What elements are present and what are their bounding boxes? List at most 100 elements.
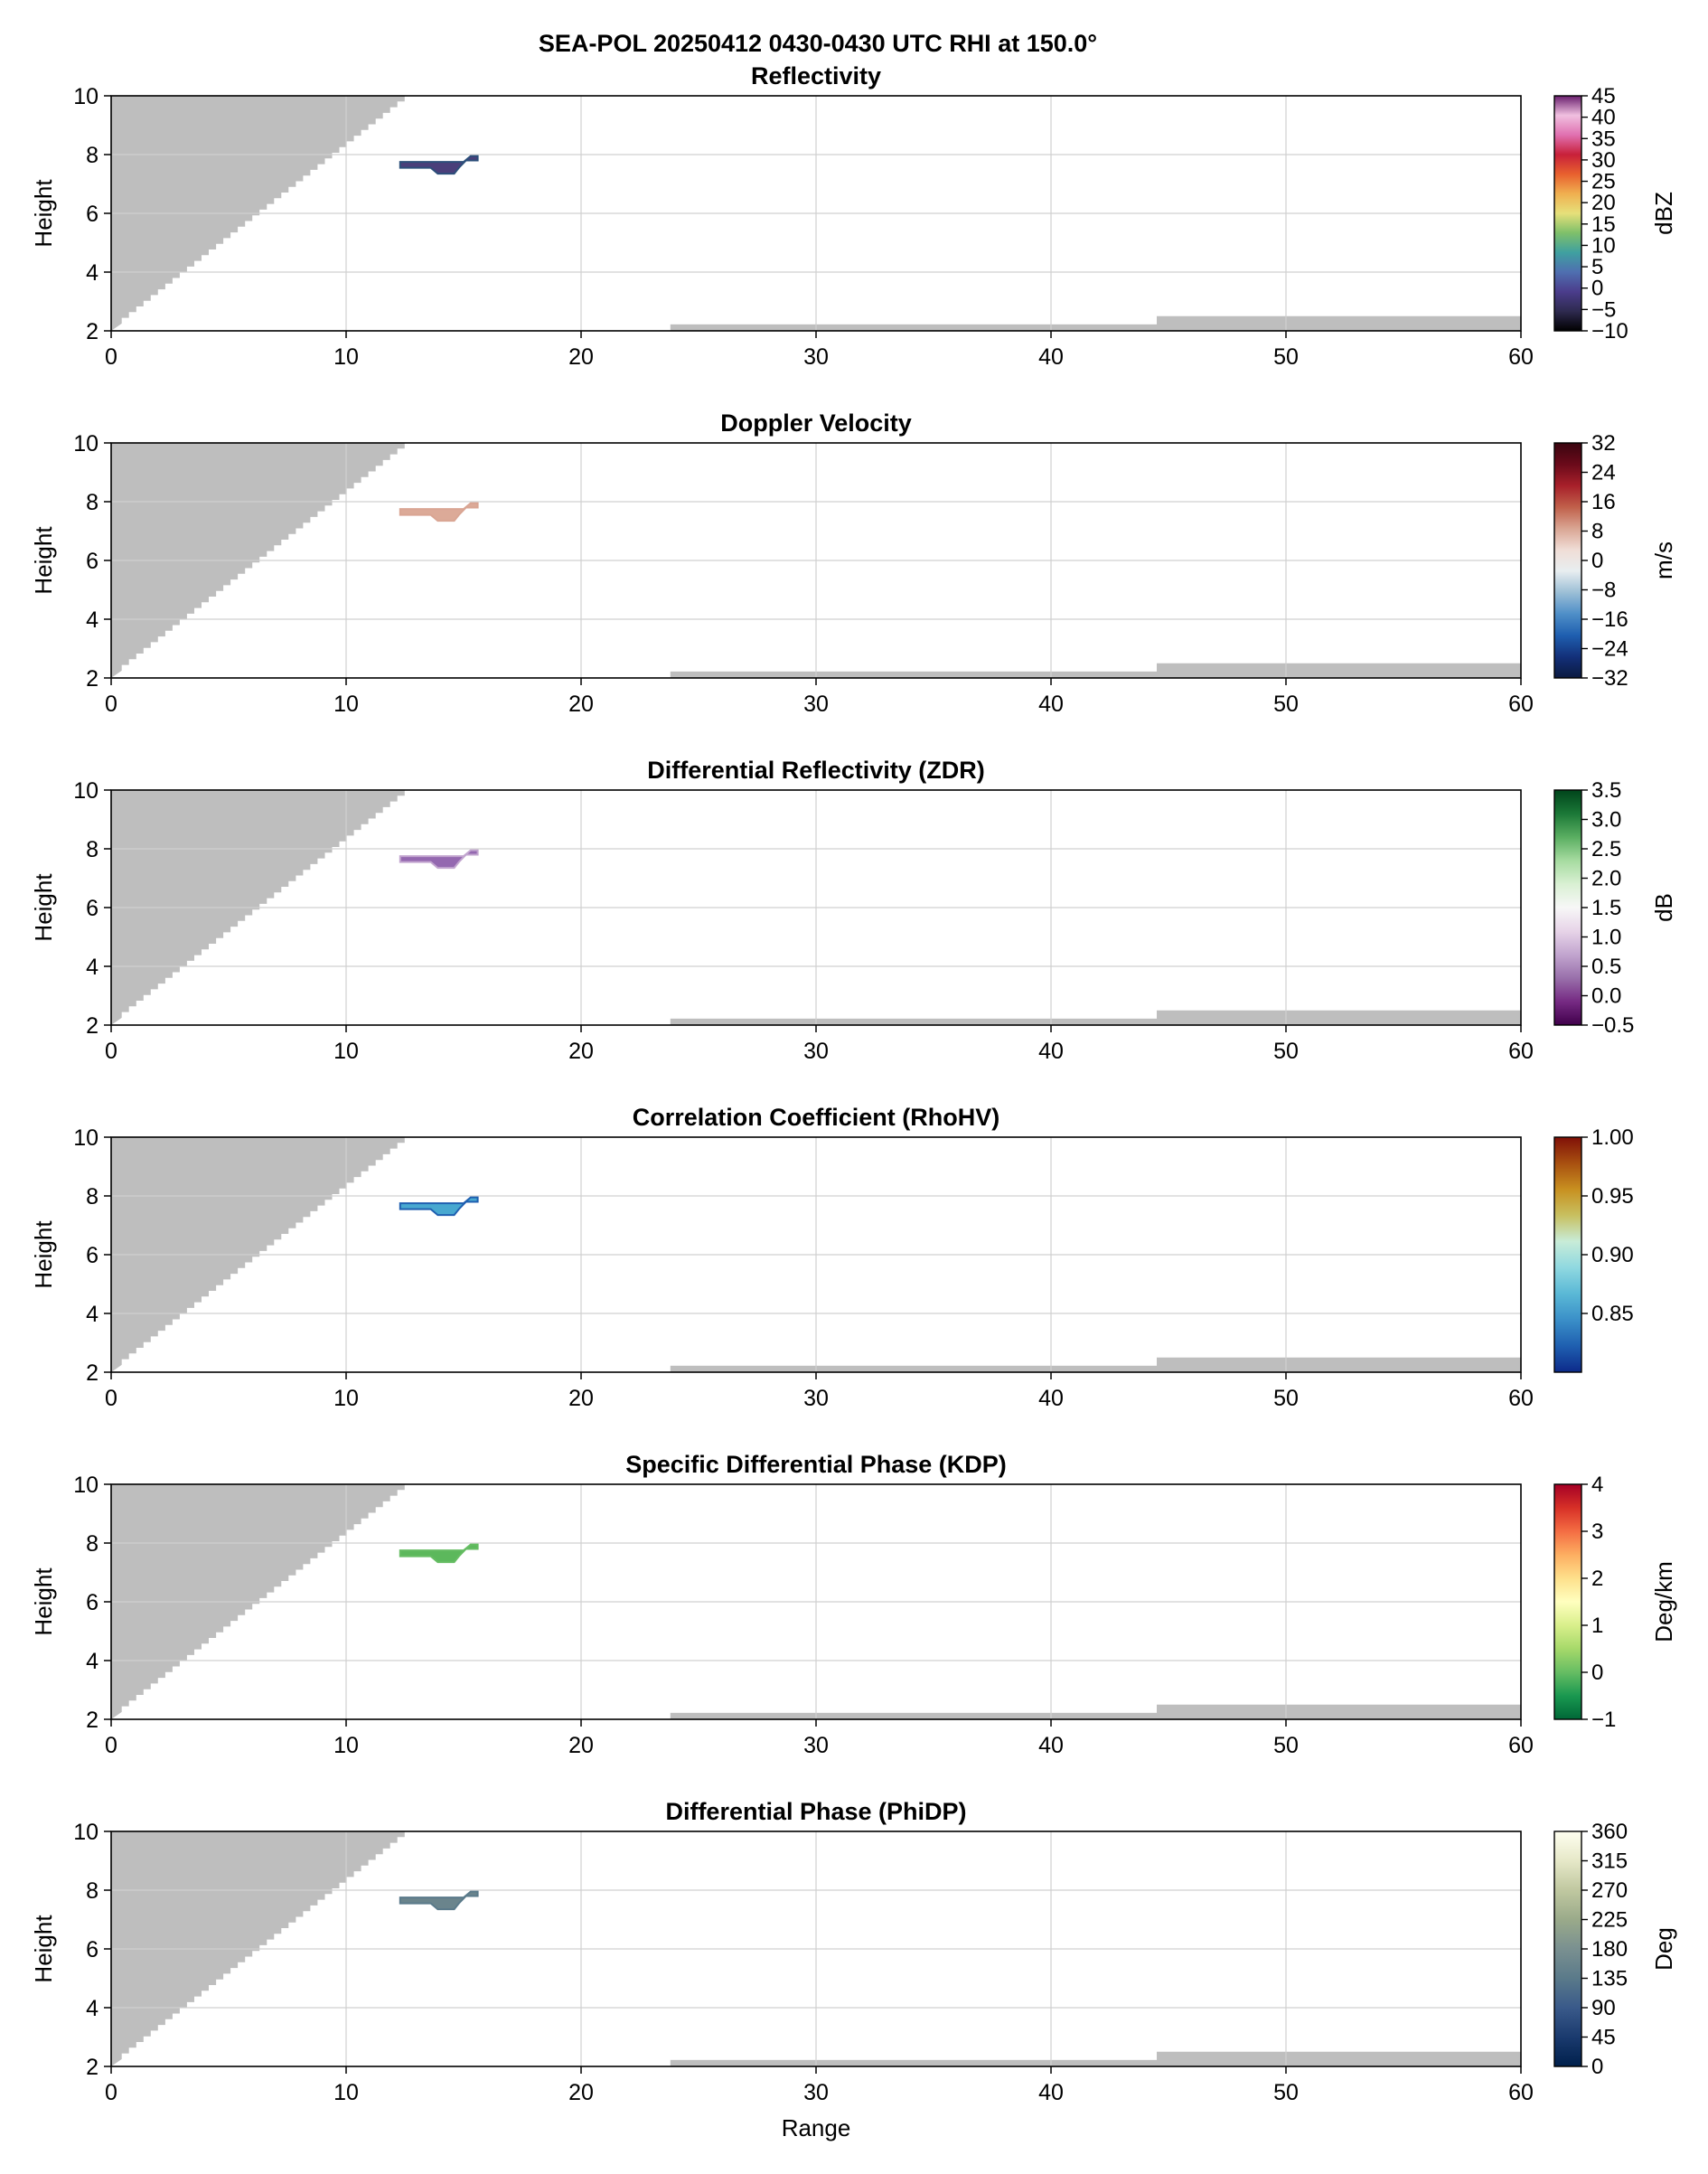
ground-clutter-strip — [670, 2059, 1157, 2066]
colorbar-tick-label: 1.0 — [1591, 926, 1621, 950]
ground-clutter-strip — [1157, 1704, 1521, 1719]
y-tick-label: 4 — [86, 1996, 99, 2021]
ground-clutter-strip — [1157, 2051, 1521, 2066]
colorbar-tick-label: 3.5 — [1591, 778, 1621, 803]
x-tick-label: 30 — [803, 1733, 829, 1758]
radar-echo — [399, 849, 479, 870]
colorbar-tick-label: 90 — [1591, 1996, 1616, 2020]
ground-clutter-strip — [1157, 1010, 1521, 1025]
colorbar-tick-label: 1.5 — [1591, 896, 1621, 920]
colorbar-tick-label: −32 — [1591, 666, 1628, 691]
colorbar-tick-label: 16 — [1591, 490, 1616, 514]
x-tick-label: 0 — [105, 1386, 117, 1411]
y-tick-label: 8 — [86, 1878, 99, 1904]
y-tick-label: 10 — [73, 1473, 99, 1498]
x-tick-label: 10 — [333, 692, 359, 717]
radar-echo — [399, 1543, 479, 1564]
y-tick-label: 2 — [86, 1708, 99, 1733]
x-tick-label: 20 — [568, 344, 594, 370]
panel-5: Specific Differential Phase (KDP)0 10 20 30… — [30, 1451, 1677, 1758]
colorbar-tick-label: 35 — [1591, 127, 1616, 151]
y-tick-label: 2 — [86, 1013, 99, 1039]
y-tick-label: 6 — [86, 1243, 99, 1268]
x-tick-label: 50 — [1273, 2080, 1299, 2105]
ground-clutter-strip — [1157, 663, 1521, 678]
x-tick-label: 60 — [1508, 692, 1534, 717]
x-tick-label: 60 — [1508, 1039, 1534, 1064]
y-tick-label: 8 — [86, 1531, 99, 1557]
colorbar — [1553, 1136, 1582, 1373]
panel-title: Specific Differential Phase (KDP) — [625, 1451, 1007, 1478]
colorbar-tick-label: 15 — [1591, 212, 1616, 237]
radar-echo — [399, 1196, 479, 1217]
panel-title: Differential Phase (PhiDP) — [665, 1798, 966, 1825]
colorbar-tick-label: −0.5 — [1591, 1013, 1634, 1038]
colorbar-tick-label: 3.0 — [1591, 808, 1621, 833]
colorbar-tick-label: 2.0 — [1591, 867, 1621, 891]
y-axis-label: Height — [30, 1220, 57, 1289]
colorbar-tick-label: 45 — [1591, 84, 1616, 108]
colorbar-tick-label: 0 — [1591, 549, 1603, 573]
colorbar-tick-label: 2 — [1591, 1567, 1603, 1591]
y-axis-label: Height — [30, 179, 57, 248]
colorbar-tick-label: 315 — [1591, 1849, 1628, 1874]
colorbar-tick-label: 0.85 — [1591, 1302, 1634, 1326]
panel-title: Correlation Coefficient (RhoHV) — [633, 1104, 1000, 1131]
y-tick-label: 6 — [86, 549, 99, 574]
colorbar — [1553, 1483, 1582, 1720]
x-tick-label: 30 — [803, 1039, 829, 1064]
y-tick-label: 2 — [86, 319, 99, 344]
y-tick-label: 6 — [86, 896, 99, 921]
x-tick-label: 20 — [568, 2080, 594, 2105]
colorbar-tick-label: 0.0 — [1591, 984, 1621, 1009]
x-tick-label: 40 — [1038, 344, 1064, 370]
colorbar — [1553, 95, 1582, 332]
panel-3: Differential Reflectivity (ZDR)0 10 20 30 40… — [30, 757, 1677, 1064]
ground-clutter-strip — [670, 1018, 1157, 1025]
colorbar-tick-label: −8 — [1591, 579, 1616, 603]
panel-title: Reflectivity — [751, 62, 881, 89]
radar-echo — [399, 502, 479, 522]
y-tick-label: 8 — [86, 490, 99, 515]
colorbar-tick-label: 30 — [1591, 148, 1616, 173]
y-tick-label: 6 — [86, 1937, 99, 1962]
y-tick-label: 10 — [73, 1820, 99, 1845]
x-tick-label: 40 — [1038, 1039, 1064, 1064]
colorbar-tick-label: 32 — [1591, 431, 1616, 456]
colorbar-tick-label: 0.90 — [1591, 1243, 1634, 1267]
colorbar-tick-label: 3 — [1591, 1520, 1603, 1544]
colorbar-tick-label: 45 — [1591, 2026, 1616, 2050]
x-tick-label: 10 — [333, 1733, 359, 1758]
x-axis-label: Range — [782, 2114, 851, 2141]
panel-title: Differential Reflectivity (ZDR) — [647, 757, 985, 784]
colorbar-tick-label: 24 — [1591, 461, 1616, 485]
colorbar-tick-label: 0 — [1591, 277, 1603, 301]
y-tick-label: 4 — [86, 1302, 99, 1327]
y-tick-label: 2 — [86, 1360, 99, 1386]
panel-6: Differential Phase (PhiDP)0 10 20 30 40 50 602… — [30, 1798, 1677, 2141]
x-tick-label: 10 — [333, 1386, 359, 1411]
x-tick-label: 10 — [333, 1039, 359, 1064]
x-tick-label: 40 — [1038, 1733, 1064, 1758]
y-tick-label: 4 — [86, 607, 99, 633]
colorbar — [1553, 442, 1582, 679]
colorbar-tick-label: 0 — [1591, 1661, 1603, 1685]
colorbar-tick-label: −1 — [1591, 1708, 1616, 1732]
ground-clutter-strip — [670, 1712, 1157, 1719]
y-tick-label: 6 — [86, 202, 99, 227]
x-tick-label: 40 — [1038, 1386, 1064, 1411]
y-axis-label: Height — [30, 526, 57, 595]
y-tick-label: 10 — [73, 778, 99, 804]
y-tick-label: 6 — [86, 1590, 99, 1615]
x-tick-label: 50 — [1273, 1386, 1299, 1411]
colorbar-tick-label: 10 — [1591, 233, 1616, 258]
x-tick-label: 10 — [333, 344, 359, 370]
x-tick-label: 50 — [1273, 1039, 1299, 1064]
colorbar-label: Deg — [1650, 1927, 1677, 1971]
colorbar-tick-label: 2.5 — [1591, 837, 1621, 861]
x-tick-label: 50 — [1273, 344, 1299, 370]
colorbar-tick-label: 20 — [1591, 191, 1616, 215]
